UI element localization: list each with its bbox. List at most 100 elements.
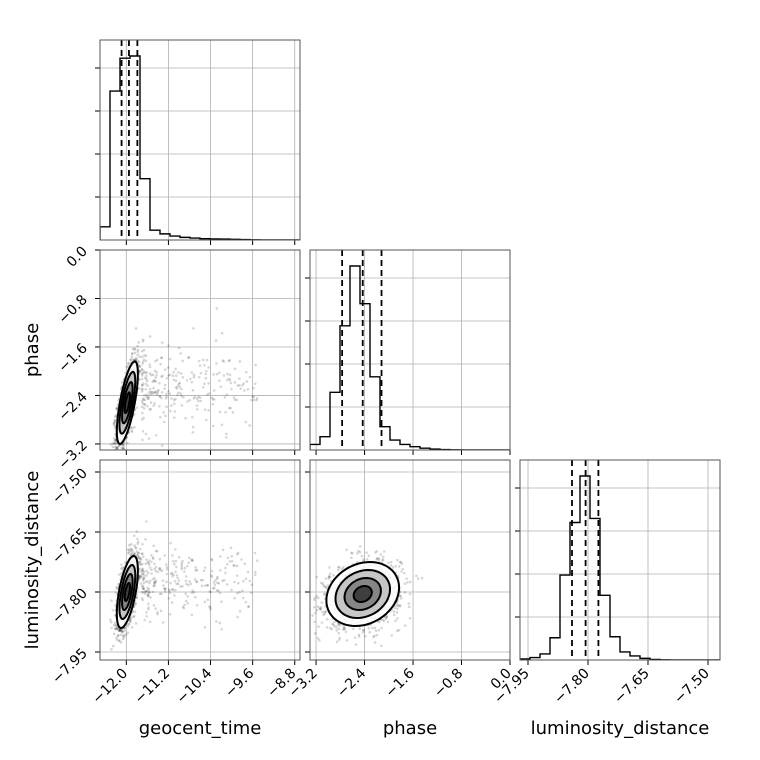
scatter-point (114, 415, 118, 418)
scatter-point (207, 409, 210, 412)
scatter-point (140, 418, 144, 421)
scatter-point (165, 392, 168, 395)
scatter-point (142, 587, 145, 590)
x-tick-label-geocent_time: −11.2 (132, 666, 174, 708)
scatter-point (335, 625, 338, 629)
scatter-point (203, 382, 206, 386)
scatter-point (163, 383, 167, 387)
scatter-point (114, 414, 117, 418)
scatter-point (148, 591, 151, 594)
scatter-point (227, 359, 231, 363)
scatter-point (167, 389, 170, 393)
scatter-point (187, 583, 190, 587)
scatter-point (180, 563, 184, 567)
x-tick-label-geocent_time: −9.6 (222, 665, 257, 700)
scatter-point (144, 354, 148, 358)
scatter-point (156, 389, 160, 393)
scatter-point (353, 636, 357, 640)
scatter-point (117, 444, 121, 448)
scatter-point (145, 395, 148, 399)
scatter-point (131, 347, 135, 351)
scatter-point (209, 606, 212, 609)
scatter-point (140, 368, 144, 372)
scatter-point (200, 584, 204, 588)
scatter-point (133, 552, 137, 555)
scatter-point (239, 387, 243, 390)
scatter-point (376, 557, 379, 560)
scatter-point (113, 621, 117, 625)
scatter-point (398, 560, 402, 564)
scatter-point (149, 390, 153, 394)
scatter-point (323, 592, 326, 596)
scatter-point (221, 579, 224, 583)
scatter-point (184, 575, 188, 578)
scatter-point (400, 562, 404, 565)
scatter-point (138, 547, 142, 551)
scatter-point (122, 446, 125, 449)
scatter-point (173, 410, 177, 413)
scatter-point (210, 396, 214, 400)
scatter-point (350, 551, 353, 555)
scatter-point (174, 559, 178, 563)
scatter-point (120, 631, 124, 634)
scatter-point (321, 610, 324, 614)
scatter-point (152, 386, 155, 390)
scatter-point (135, 596, 139, 600)
scatter-point (195, 604, 199, 607)
scatter-point (179, 352, 183, 355)
scatter-point (129, 547, 133, 550)
scatter-point (199, 371, 203, 375)
scatter-point (132, 552, 136, 556)
scatter-point (192, 375, 196, 379)
scatter-point (166, 366, 170, 369)
scatter-point (338, 638, 341, 642)
scatter-point (129, 617, 133, 620)
scatter-point (189, 582, 193, 586)
y-tick-label-phase: −2.4 (55, 389, 90, 424)
scatter-point (175, 565, 178, 569)
scatter-point (215, 362, 218, 365)
scatter-point (165, 563, 168, 566)
scatter-point (125, 365, 129, 369)
scatter-point (403, 591, 407, 594)
scatter-point (394, 565, 397, 568)
scatter-point (398, 604, 402, 608)
scatter-point (342, 628, 345, 631)
scatter-point (149, 407, 152, 411)
y-tick-label-phase: −1.6 (55, 340, 90, 375)
scatter-point (136, 537, 139, 541)
scatter-point (182, 606, 186, 610)
scatter-point (244, 600, 248, 604)
scatter-point (401, 567, 404, 571)
scatter-point (252, 395, 256, 399)
y-tick-label-luminosity_distance: −7.80 (49, 586, 91, 628)
scatter-point (340, 567, 344, 571)
scatter-point (146, 561, 149, 564)
scatter-point (248, 424, 251, 427)
scatter-point (316, 605, 320, 609)
y-tick-label-phase: 0.0 (64, 244, 91, 271)
scatter-point (218, 621, 222, 625)
scatter-point (306, 599, 309, 602)
scatter-point (133, 544, 136, 547)
scatter-point (140, 571, 144, 575)
scatter-point (143, 618, 147, 622)
scatter-point (134, 622, 138, 625)
scatter-point (406, 580, 409, 584)
scatter-point (228, 560, 232, 563)
scatter-point (140, 367, 144, 371)
scatter-point (191, 589, 194, 592)
scatter-point (243, 562, 247, 566)
scatter-point (210, 558, 214, 562)
scatter-point (181, 559, 184, 563)
scatter-point (141, 542, 144, 546)
scatter-point (159, 609, 163, 613)
scatter-point (231, 411, 235, 414)
scatter-point (241, 589, 244, 592)
scatter-point (112, 421, 116, 425)
scatter-point (141, 430, 145, 433)
scatter-point (148, 566, 152, 569)
scatter-point (124, 633, 128, 637)
scatter-point (119, 633, 123, 637)
scatter-point (175, 582, 178, 586)
